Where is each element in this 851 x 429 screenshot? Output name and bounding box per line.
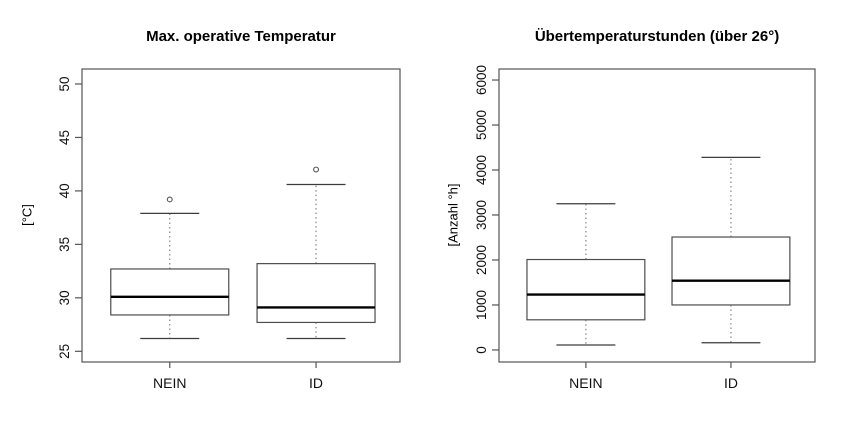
boxplot-nein: [110, 196, 230, 340]
x-tick-label: ID: [724, 375, 738, 391]
y-tick-label: 45: [57, 130, 72, 145]
plot-frame: [81, 68, 401, 363]
y-tick-label: 3000: [474, 200, 489, 230]
outlier-point: [166, 196, 173, 203]
boxplot-id: [256, 166, 376, 340]
y-tick-label: 0: [474, 346, 489, 354]
boxplot-canvas-right: 0 1000 2000 3000 4000 5000 6000 NEIN ID: [474, 65, 816, 391]
chart-title: Übertemperaturstunden (über 26°): [534, 28, 780, 45]
y-tick-label: 25: [57, 344, 72, 359]
y-tick-label: 5000: [474, 110, 489, 140]
boxplot-id: [671, 156, 791, 344]
y-tick-label: 6000: [474, 65, 489, 95]
iqr-box: [256, 263, 376, 324]
panel-max-operative-temperatur: Max. operative Temperatur [°C] 25 30 35 40 4…: [0, 0, 425, 429]
y-tick-label: 35: [57, 237, 72, 252]
y-tick-label: 40: [57, 183, 72, 198]
iqr-box: [526, 258, 646, 321]
y-tick-label: 50: [57, 76, 72, 91]
x-tick-label: ID: [309, 375, 323, 391]
iqr-box: [110, 268, 230, 316]
y-tick-label: 1000: [474, 290, 489, 320]
y-tick-label: 2000: [474, 245, 489, 275]
iqr-box: [671, 236, 791, 306]
y-tick-label: 30: [57, 290, 72, 305]
x-tick-label: NEIN: [153, 375, 186, 391]
boxplot-nein: [526, 203, 646, 346]
outlier-point: [313, 166, 319, 173]
x-tick-label: NEIN: [569, 375, 602, 391]
boxplot-canvas-left: 25 30 35 40 45 50 NEIN ID: [57, 68, 401, 391]
chart-title: Max. operative Temperatur: [146, 28, 336, 45]
panel-uebertemperaturstunden: Übertemperaturstunden (über 26°) [Anzahl…: [426, 0, 851, 429]
y-tick-label: 4000: [474, 155, 489, 185]
